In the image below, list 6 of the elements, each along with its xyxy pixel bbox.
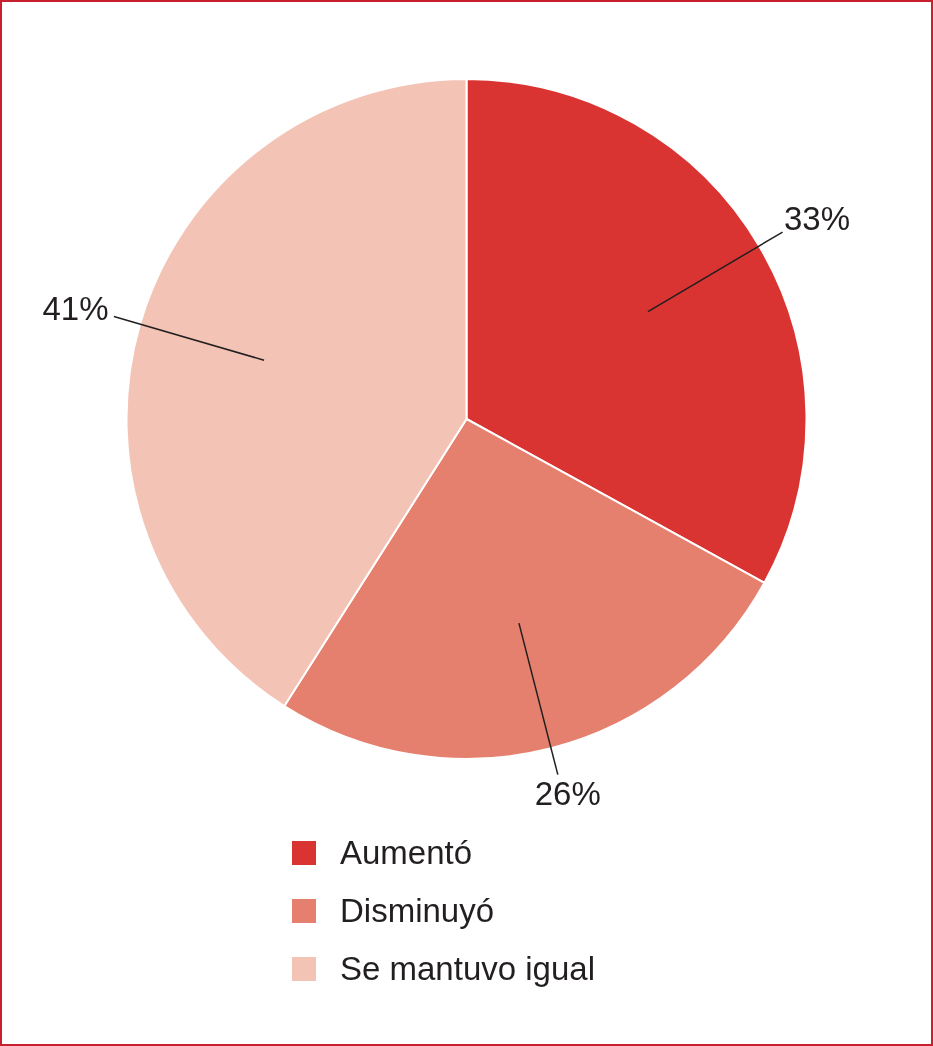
data-label: 33%	[783, 199, 851, 237]
legend-label: Se mantuvo igual	[340, 950, 595, 988]
legend-label: Disminuyó	[340, 892, 495, 930]
data-label: 26%	[534, 775, 601, 813]
legend-label: Aumentó	[340, 834, 473, 872]
data-label: 41%	[42, 289, 109, 327]
